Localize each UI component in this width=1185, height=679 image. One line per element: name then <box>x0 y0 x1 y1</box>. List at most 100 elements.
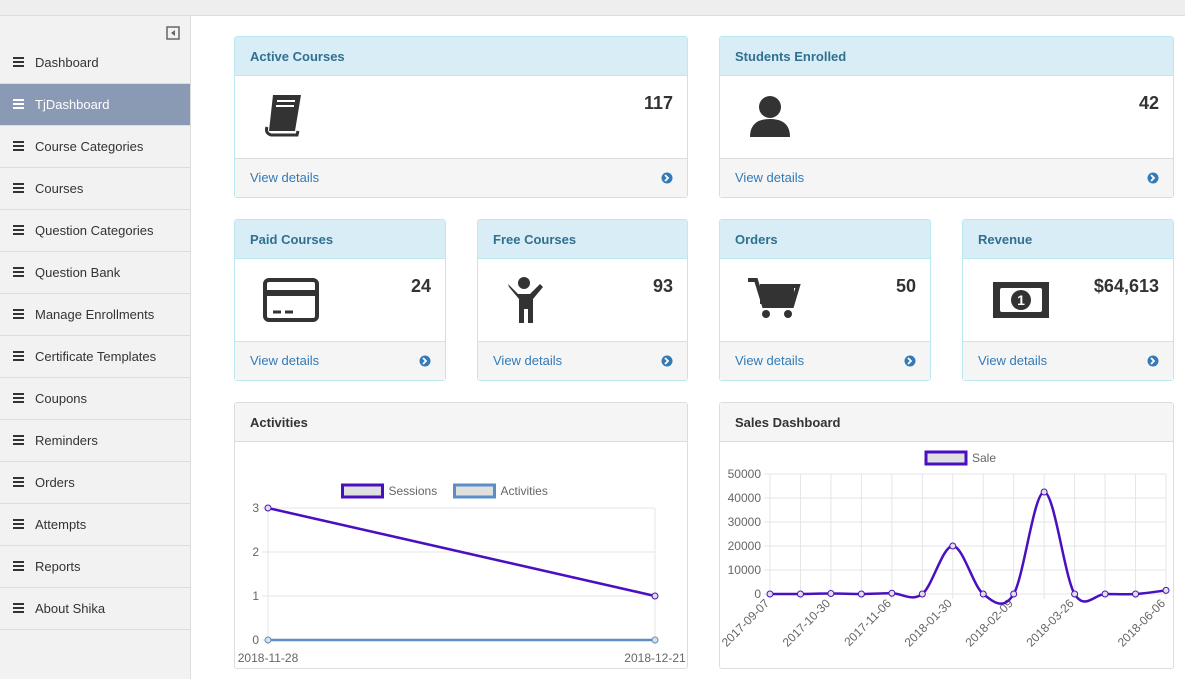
arrow-icon <box>1147 172 1159 184</box>
data-point <box>979 590 987 598</box>
nav-label: Attempts <box>35 517 87 532</box>
data-point <box>1071 590 1079 598</box>
data-point <box>857 590 865 598</box>
nav-icon <box>13 225 24 235</box>
icon-bar <box>13 191 24 193</box>
icon-bar <box>13 145 24 147</box>
icon-bar <box>13 103 24 105</box>
nav-label: Reports <box>35 559 81 574</box>
icon-bar <box>13 61 24 63</box>
nav-label: Courses <box>35 181 84 196</box>
data-point <box>766 590 774 598</box>
nav-item[interactable]: Reminders <box>0 420 190 462</box>
view-details-link[interactable]: View details <box>735 353 805 368</box>
stat-card: Revenue 1 $64,613 View details <box>962 219 1174 381</box>
nav-label: Coupons <box>35 391 88 406</box>
sidebar: Dashboard TjDashboard Course Categories Cou… <box>0 16 191 679</box>
y-tick-label: 2 <box>252 545 259 559</box>
nav-item[interactable]: Course Categories <box>0 126 190 168</box>
icon-bar <box>13 149 24 151</box>
icon-bar <box>13 565 24 567</box>
icon-bar <box>13 527 24 529</box>
data-point <box>1101 590 1109 598</box>
nav-item[interactable]: Certificate Templates <box>0 336 190 378</box>
card-icon: 1 <box>993 282 1049 318</box>
data-point <box>1040 488 1048 496</box>
y-tick-label: 1 <box>252 589 259 603</box>
stat-card: Free Courses 93 View details <box>477 219 688 381</box>
card-icon <box>750 96 790 137</box>
data-point <box>1010 590 1018 598</box>
card-footer[interactable]: View details <box>235 158 687 197</box>
x-tick-label: 2017-11-06 <box>841 596 894 649</box>
nav-item[interactable]: Attempts <box>0 504 190 546</box>
view-details-link[interactable]: View details <box>978 353 1048 368</box>
card-title: Students Enrolled <box>720 37 1173 76</box>
nav-label: Course Categories <box>35 139 144 154</box>
legend-label: Activities <box>501 484 548 498</box>
icon-bar <box>13 611 24 613</box>
card-title: Free Courses <box>478 220 687 259</box>
stat-card: Active Courses 117 View details <box>234 36 688 198</box>
data-point <box>796 590 804 598</box>
icon-bar <box>13 317 24 319</box>
nav-label: Question Categories <box>35 223 154 238</box>
card-value: $64,613 <box>1093 276 1159 296</box>
nav-icon <box>13 393 24 403</box>
card-footer[interactable]: View details <box>720 341 930 380</box>
nav-item[interactable]: Dashboard <box>0 42 190 84</box>
data-point <box>1162 586 1170 594</box>
nav-item[interactable]: Question Bank <box>0 252 190 294</box>
view-details-link[interactable]: View details <box>493 353 563 368</box>
icon-bar <box>13 99 24 101</box>
y-tick-label: 10000 <box>728 563 762 577</box>
nav-label: Certificate Templates <box>35 349 157 364</box>
nav-item[interactable]: Courses <box>0 168 190 210</box>
nav-item[interactable]: About Shika <box>0 588 190 630</box>
x-tick-label: 2018-03-26 <box>1023 596 1077 650</box>
icon-bar <box>13 57 24 59</box>
icon-bar <box>13 267 24 269</box>
icon-bar <box>13 443 24 445</box>
nav-label: Question Bank <box>35 265 121 280</box>
x-tick-label: 2018-12-21 <box>624 651 686 665</box>
chart-panel: Sales Dashboard <box>719 402 1174 669</box>
view-details-link[interactable]: View details <box>735 170 805 185</box>
nav-icon <box>13 519 24 529</box>
icon-bar <box>13 607 24 609</box>
nav-item[interactable]: Reports <box>0 546 190 588</box>
nav-icon <box>13 183 24 193</box>
icon-bar <box>13 435 24 437</box>
card-icon <box>748 278 801 318</box>
chart: 0 1 2 3 2018-11-28 2018-12-21 Sessions Activiti… <box>238 483 686 665</box>
nav-item[interactable]: Question Categories <box>0 210 190 252</box>
icon-bar <box>13 225 24 227</box>
icon-bar <box>13 359 24 361</box>
icon-bar <box>13 603 24 605</box>
nav-item[interactable]: Manage Enrollments <box>0 294 190 336</box>
card-footer[interactable]: View details <box>720 158 1173 197</box>
card-footer[interactable]: View details <box>963 341 1173 380</box>
nav-item[interactable]: Coupons <box>0 378 190 420</box>
icon-bar <box>13 351 24 353</box>
nav-item[interactable]: TjDashboard <box>0 84 190 126</box>
y-tick-label: 40000 <box>728 491 762 505</box>
card-value: 42 <box>1138 93 1159 113</box>
view-details-link[interactable]: View details <box>250 170 320 185</box>
view-details-link[interactable]: View details <box>250 353 320 368</box>
data-point <box>918 590 926 598</box>
data-point <box>651 636 659 644</box>
card-footer[interactable]: View details <box>235 341 445 380</box>
collapse-toggle[interactable] <box>166 26 180 40</box>
icon-bar <box>13 477 24 479</box>
nav-icon <box>13 141 24 151</box>
icon-bar <box>13 187 24 189</box>
icon-bar <box>13 561 24 563</box>
nav-icon <box>13 435 24 445</box>
nav-item[interactable]: Orders <box>0 462 190 504</box>
card-footer[interactable]: View details <box>478 341 687 380</box>
nav-label: Manage Enrollments <box>35 307 155 322</box>
y-tick-label: 30000 <box>728 515 762 529</box>
stat-card: Students Enrolled 42 View details <box>719 36 1174 198</box>
icon-bar <box>13 141 24 143</box>
